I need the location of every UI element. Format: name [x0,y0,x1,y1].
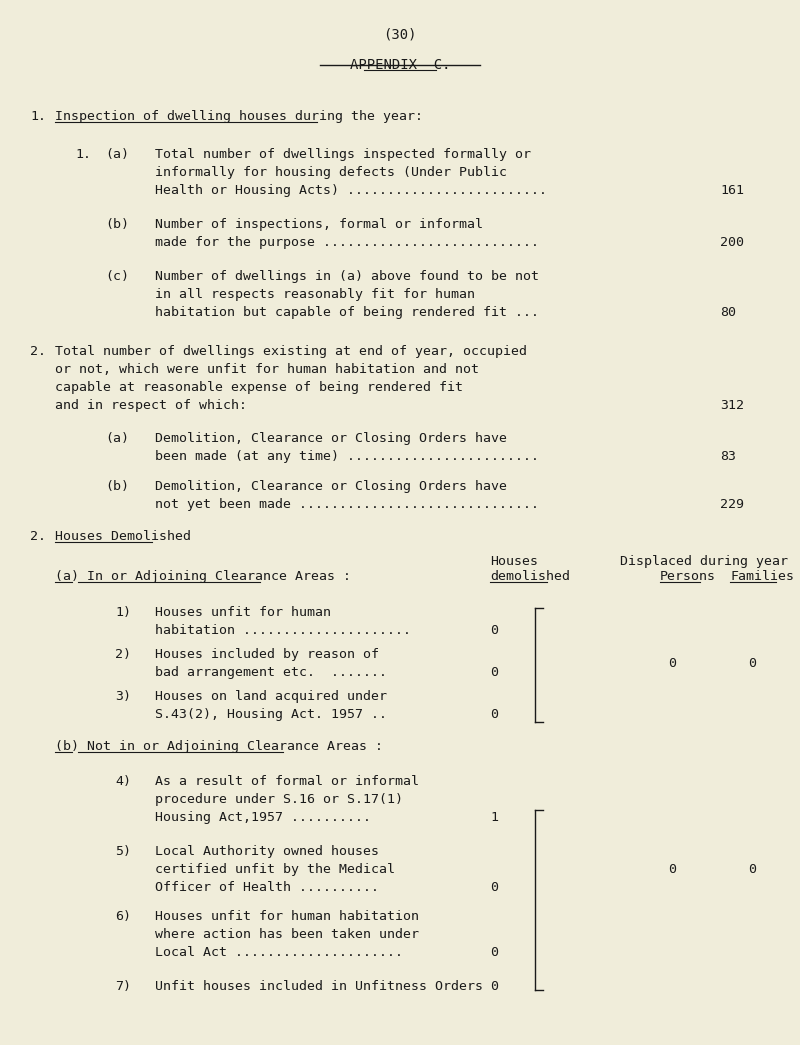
Text: been made (at any time) ........................: been made (at any time) ................… [155,450,539,463]
Text: 2): 2) [115,648,131,661]
Text: 200: 200 [720,236,744,249]
Text: Local Authority owned houses: Local Authority owned houses [155,845,379,858]
Text: (a): (a) [105,148,129,161]
Text: in all respects reasonably fit for human: in all respects reasonably fit for human [155,288,475,301]
Text: 0: 0 [490,666,498,679]
Text: informally for housing defects (Under Public: informally for housing defects (Under Pu… [155,166,507,179]
Text: Families: Families [730,570,794,583]
Text: certified unfit by the Medical: certified unfit by the Medical [155,863,395,876]
Text: Houses: Houses [490,555,538,568]
Text: 0: 0 [490,709,498,721]
Text: 3): 3) [115,690,131,703]
Text: Housing Act,1957 ..........: Housing Act,1957 .......... [155,811,371,825]
Text: Officer of Health ..........: Officer of Health .......... [155,881,379,895]
Text: habitation but capable of being rendered fit ...: habitation but capable of being rendered… [155,306,539,319]
Text: Houses included by reason of: Houses included by reason of [155,648,379,661]
Text: or not, which were unfit for human habitation and not: or not, which were unfit for human habit… [55,363,479,376]
Text: S.43(2), Housing Act. 1957 ..: S.43(2), Housing Act. 1957 .. [155,709,387,721]
Text: (b) Not in or Adjoining Clearance Areas :: (b) Not in or Adjoining Clearance Areas … [55,740,383,753]
Text: not yet been made ..............................: not yet been made ......................… [155,498,539,511]
Text: As a result of formal or informal: As a result of formal or informal [155,775,419,788]
Text: 80: 80 [720,306,736,319]
Text: 312: 312 [720,399,744,412]
Text: procedure under S.16 or S.17(1): procedure under S.16 or S.17(1) [155,793,403,806]
Text: APPENDIX  C.: APPENDIX C. [350,59,450,72]
Text: Inspection of dwelling houses during the year:: Inspection of dwelling houses during the… [55,110,423,123]
Text: made for the purpose ...........................: made for the purpose ...................… [155,236,539,249]
Text: Local Act .....................: Local Act ..................... [155,946,403,959]
Text: 2.: 2. [30,530,46,543]
Text: (b): (b) [105,480,129,493]
Text: 229: 229 [720,498,744,511]
Text: Number of dwellings in (a) above found to be not: Number of dwellings in (a) above found t… [155,270,539,283]
Text: Total number of dwellings inspected formally or: Total number of dwellings inspected form… [155,148,531,161]
Text: 0: 0 [668,863,676,876]
Text: 4): 4) [115,775,131,788]
Text: Health or Housing Acts) .........................: Health or Housing Acts) ................… [155,184,547,198]
Text: Demolition, Clearance or Closing Orders have: Demolition, Clearance or Closing Orders … [155,432,507,445]
Text: (b): (b) [105,218,129,231]
Text: Displaced during year: Displaced during year [620,555,788,568]
Text: 83: 83 [720,450,736,463]
Text: 0: 0 [668,657,676,670]
Text: where action has been taken under: where action has been taken under [155,928,419,940]
Text: Total number of dwellings existing at end of year, occupied: Total number of dwellings existing at en… [55,345,527,358]
Text: and in respect of which:: and in respect of which: [55,399,247,412]
Text: demolished: demolished [490,570,570,583]
Text: (a) In or Adjoining Clearance Areas :: (a) In or Adjoining Clearance Areas : [55,570,351,583]
Text: 5): 5) [115,845,131,858]
Text: 1.: 1. [30,110,46,123]
Text: 0: 0 [490,624,498,637]
Text: 1: 1 [490,811,498,825]
Text: bad arrangement etc.  .......: bad arrangement etc. ....... [155,666,387,679]
Text: 6): 6) [115,910,131,923]
Text: Persons: Persons [660,570,716,583]
Text: Houses Demolished: Houses Demolished [55,530,191,543]
Text: Demolition, Clearance or Closing Orders have: Demolition, Clearance or Closing Orders … [155,480,507,493]
Text: 0: 0 [490,881,498,895]
Text: 0: 0 [748,863,756,876]
Text: 1.: 1. [75,148,91,161]
Text: Houses unfit for human habitation: Houses unfit for human habitation [155,910,419,923]
Text: habitation .....................: habitation ..................... [155,624,411,637]
Text: Houses unfit for human: Houses unfit for human [155,606,331,619]
Text: Unfit houses included in Unfitness Orders 0: Unfit houses included in Unfitness Order… [155,980,499,993]
Text: Houses on land acquired under: Houses on land acquired under [155,690,387,703]
Text: (c): (c) [105,270,129,283]
Text: capable at reasonable expense of being rendered fit: capable at reasonable expense of being r… [55,381,463,394]
Text: 161: 161 [720,184,744,198]
Text: 2.: 2. [30,345,46,358]
Text: 7): 7) [115,980,131,993]
Text: Number of inspections, formal or informal: Number of inspections, formal or informa… [155,218,483,231]
Text: 1): 1) [115,606,131,619]
Text: (a): (a) [105,432,129,445]
Text: 0: 0 [748,657,756,670]
Text: 0: 0 [490,946,498,959]
Text: (30): (30) [383,28,417,42]
